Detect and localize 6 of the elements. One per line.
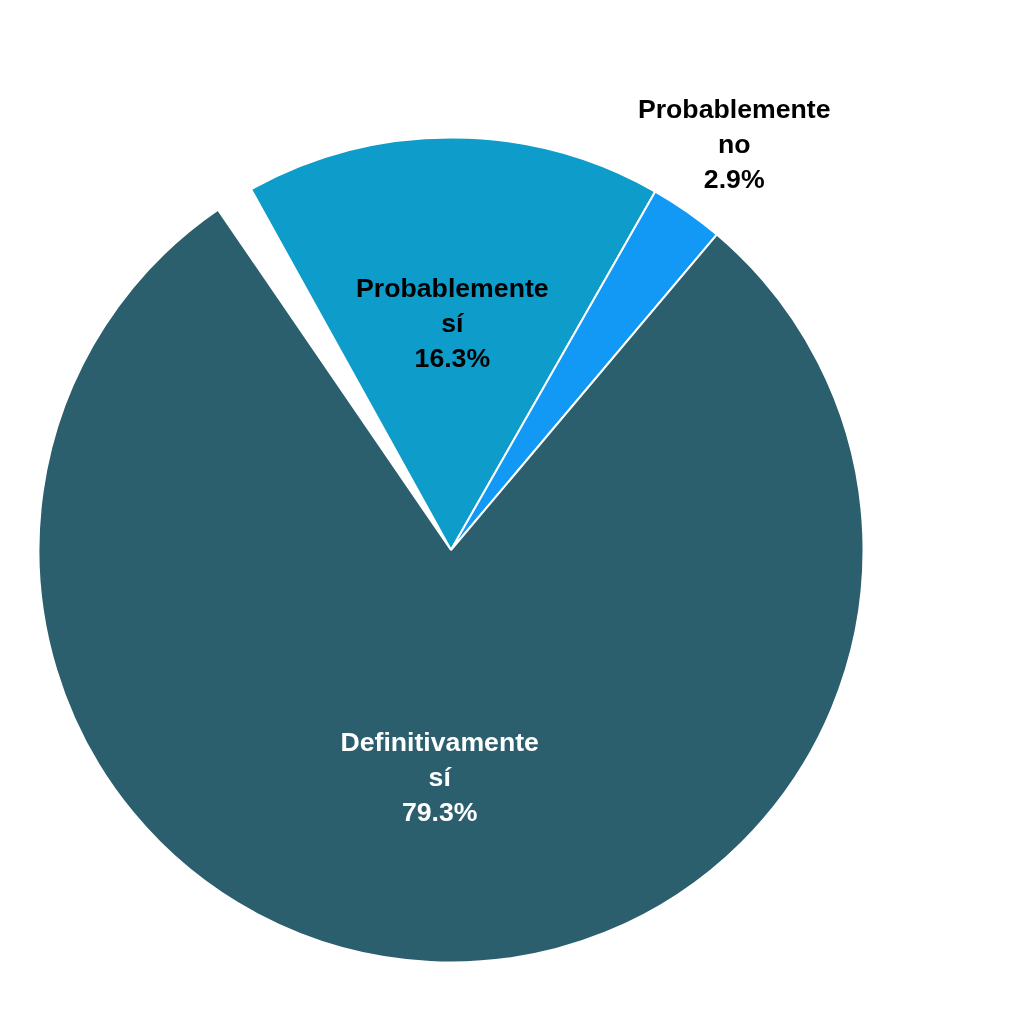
data-label: 2.9%: [703, 164, 765, 195]
slice-label: Probablemente sí: [356, 273, 549, 339]
data-label: 79.3%: [401, 796, 478, 827]
slice-label: Definitivamente sí: [340, 726, 539, 792]
slice-label: Probablemente no: [637, 93, 831, 160]
data-label: 16.3%: [414, 343, 491, 374]
